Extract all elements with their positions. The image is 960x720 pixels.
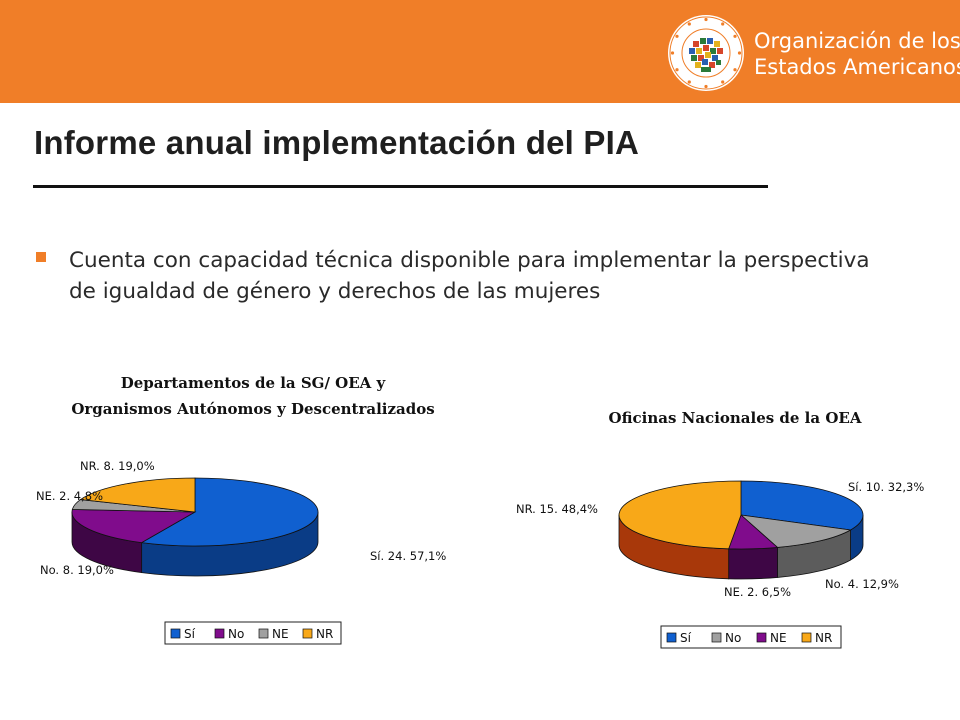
- legend-label: No: [725, 631, 741, 645]
- org-name-line1: Organización de los: [754, 29, 960, 53]
- legend-swatch: [756, 632, 767, 643]
- pie-slice-No: [739, 514, 852, 548]
- data-label: NR. 8. 19,0%: [80, 459, 155, 473]
- legend-swatch: [666, 632, 677, 643]
- oas-seal-icon: [668, 15, 744, 91]
- data-label: No. 4. 12,9%: [825, 577, 899, 591]
- chart-legend: Sí No NE NR: [660, 625, 842, 649]
- legend-label: NE: [770, 631, 787, 645]
- chart-title-line: Oficinas Nacionales de la OEA: [609, 409, 862, 427]
- data-label: NE. 2. 4,8%: [36, 489, 103, 503]
- title-underline: [33, 185, 768, 188]
- pie-slice-NR: [79, 477, 196, 513]
- legend-label: No: [228, 627, 244, 641]
- data-label: NR. 15. 48,4%: [516, 502, 598, 516]
- slide-title: Informe anual implementación del PIA: [34, 124, 639, 161]
- legend-label: NR: [815, 631, 832, 645]
- legend-label: NE: [272, 627, 289, 641]
- pie-chart-2: Oficinas Nacionales de la OEA Sí. 10. 32,…: [516, 409, 924, 649]
- org-name-line2: Estados Americanos: [754, 55, 960, 79]
- data-label: No. 8. 19,0%: [40, 563, 114, 577]
- legend-label: Sí: [184, 627, 196, 641]
- chart-legend: Sí No NE NR: [164, 621, 342, 645]
- bullet-text: Cuenta con capacidad técnica disponible …: [69, 248, 870, 304]
- pie-slice-No: [71, 509, 197, 544]
- pie-slice-Sí: [740, 480, 864, 531]
- data-label: NE. 2. 6,5%: [724, 585, 791, 599]
- pie-slice-NR: [618, 480, 742, 550]
- bullet-square-icon: [36, 252, 46, 262]
- chart-title-line: Organismos Autónomos y Descentralizados: [71, 400, 434, 418]
- legend-swatch: [302, 628, 313, 639]
- header-bar: Organización de los Estados Americanos: [0, 0, 960, 103]
- data-label: Sí. 24. 57,1%: [370, 549, 446, 563]
- pie-chart-1: Departamentos de la SG/ OEA y Organismos …: [36, 374, 446, 645]
- legend-swatch: [214, 628, 225, 639]
- legend-swatch: [170, 628, 181, 639]
- pie-slice-side: [728, 547, 778, 580]
- legend-swatch: [711, 632, 722, 643]
- organization-name: Organización de los Estados Americanos: [754, 28, 960, 80]
- legend-swatch: [258, 628, 269, 639]
- legend-label: NR: [316, 627, 333, 641]
- legend-swatch: [801, 632, 812, 643]
- legend-label: Sí: [680, 631, 692, 645]
- pie-slice-Sí: [140, 477, 319, 547]
- data-label: Sí. 10. 32,3%: [848, 480, 924, 494]
- chart-title-line: Departamentos de la SG/ OEA y: [121, 374, 387, 392]
